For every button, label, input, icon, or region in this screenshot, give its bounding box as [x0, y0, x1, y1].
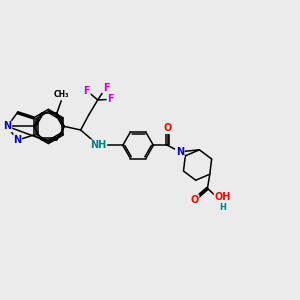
Text: O: O [164, 123, 172, 133]
Text: O: O [190, 195, 199, 205]
Text: H: H [219, 203, 226, 212]
Text: N: N [176, 147, 184, 157]
Text: NH: NH [90, 140, 106, 150]
Text: CH₃: CH₃ [53, 90, 69, 99]
Text: F: F [107, 94, 114, 104]
Text: N: N [3, 122, 11, 131]
Text: OH: OH [214, 192, 231, 202]
Text: F: F [83, 85, 90, 95]
Text: F: F [103, 82, 109, 93]
Text: N: N [13, 135, 21, 145]
